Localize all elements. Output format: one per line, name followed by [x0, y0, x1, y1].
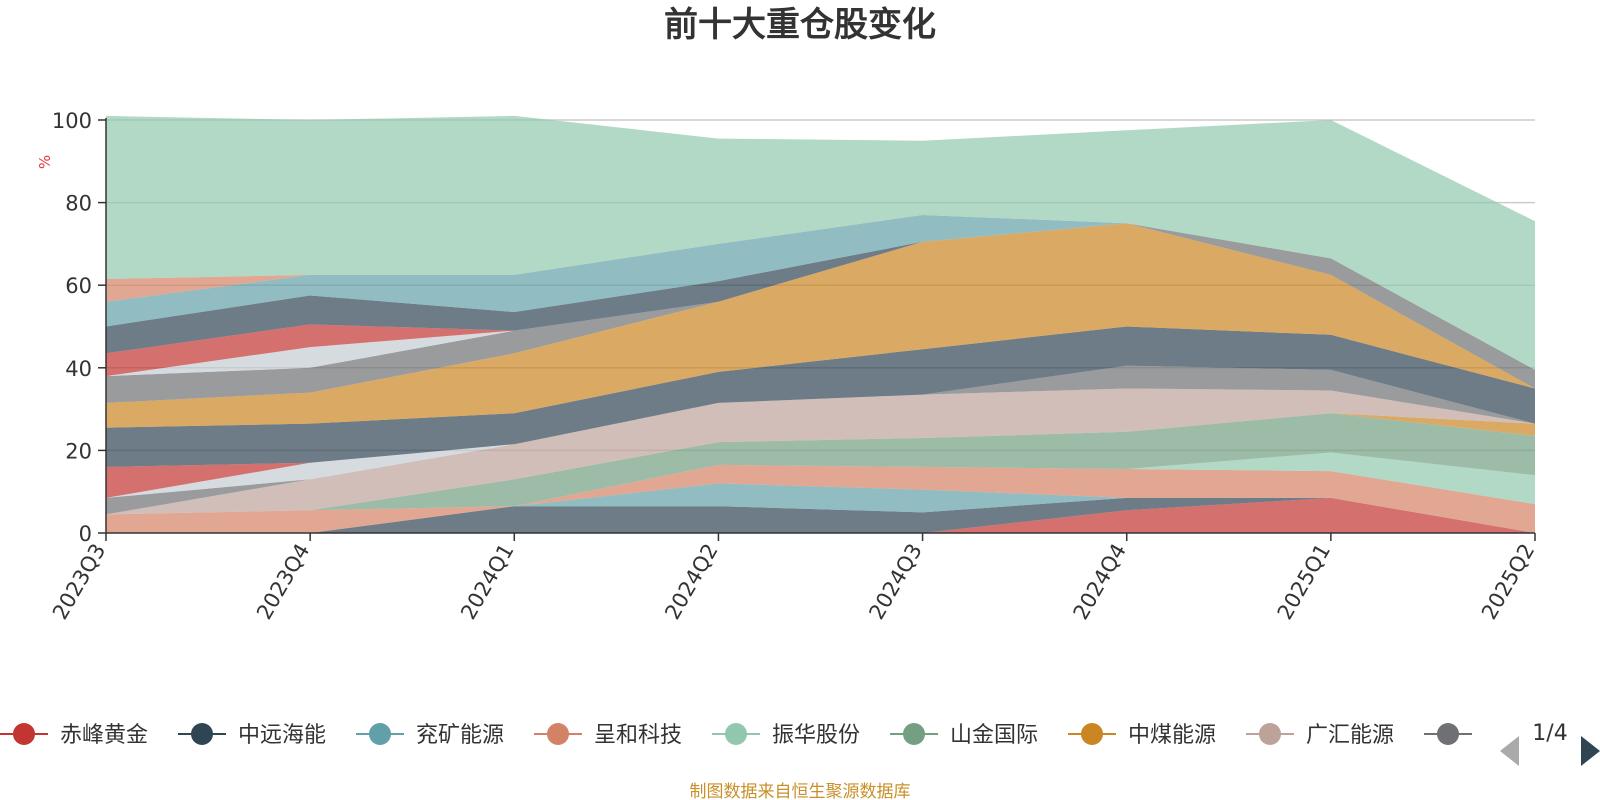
chart-title: 前十大重仓股变化 [664, 5, 936, 45]
x-tick-label: 2025Q2 [1477, 540, 1539, 624]
legend-label: 呈和科技 [594, 723, 682, 748]
x-tick-label: 2024Q3 [864, 540, 926, 624]
area-series-group [106, 115, 1535, 533]
legend-marker-icon [1437, 723, 1459, 745]
x-tick-label: 2024Q1 [456, 540, 518, 624]
legend-marker-icon [369, 723, 391, 745]
area-series-13 [106, 223, 1535, 428]
legend-label: 中远海能 [238, 723, 326, 748]
legend-item[interactable]: 中煤能源 [1068, 723, 1216, 748]
legend-item[interactable]: 赤峰黄金 [0, 723, 148, 748]
legend-item[interactable]: 振华股份 [712, 723, 860, 748]
y-axis-label: % [36, 155, 54, 169]
area-series-21 [106, 115, 1535, 370]
x-tick-label: 2024Q2 [660, 540, 722, 624]
area-series-3 [106, 483, 1535, 533]
legend-label: 广汇能源 [1306, 723, 1394, 748]
legend-item[interactable]: 中远海能 [178, 723, 326, 748]
legend-item[interactable]: 山金国际 [890, 723, 1038, 748]
legend-next-icon[interactable] [1581, 736, 1600, 766]
legend-item[interactable]: 呈和科技 [534, 723, 682, 748]
x-tick-label: 2023Q3 [48, 540, 110, 624]
legend-item[interactable]: 系列9 [1424, 723, 1542, 748]
legend-marker-icon [1081, 723, 1103, 745]
legend-marker-icon [191, 723, 213, 745]
legend-label: 赤峰黄金 [60, 723, 148, 748]
legend-marker-icon [1259, 723, 1281, 745]
y-tick-label: 0 [79, 522, 92, 546]
area-series-2 [106, 497, 1535, 533]
area-series-5 [106, 452, 1535, 515]
x-tick-label: 2023Q4 [252, 540, 314, 624]
legend: 赤峰黄金 中远海能 兖矿能源 呈和科技 振华股份 山金国际 中煤能源 广汇能源 系列9 [0, 723, 1542, 748]
area-series-10 [106, 365, 1535, 498]
data-source-note: 制图数据来自恒生聚源数据库 [690, 782, 911, 800]
area-series-12 [106, 326, 1535, 467]
y-tick-label: 60 [65, 274, 92, 298]
y-tick-label: 100 [52, 109, 92, 133]
legend-item[interactable]: 兖矿能源 [356, 723, 504, 748]
legend-marker-icon [725, 723, 747, 745]
x-tick-label: 2025Q1 [1273, 540, 1335, 624]
y-tick-label: 40 [65, 357, 92, 381]
area-series-1 [106, 497, 1535, 533]
y-tick-label: 80 [65, 192, 92, 216]
area-series-8 [106, 388, 1535, 515]
legend-label: 兖矿能源 [416, 723, 504, 748]
legend-label: 中煤能源 [1128, 723, 1216, 748]
x-tick-label: 2024Q4 [1069, 540, 1131, 624]
legend-pager: 1/4 [1500, 721, 1600, 766]
legend-label: 山金国际 [950, 723, 1038, 748]
legend-label: 振华股份 [772, 723, 860, 748]
area-series-6 [106, 413, 1535, 515]
area-series-14 [106, 223, 1535, 403]
legend-page-indicator: 1/4 [1532, 721, 1567, 746]
legend-items: 赤峰黄金 中远海能 兖矿能源 呈和科技 振华股份 山金国际 中煤能源 广汇能源 系列9 [0, 723, 1542, 748]
legend-item[interactable]: 广汇能源 [1246, 723, 1394, 748]
y-tick-label: 20 [65, 439, 92, 463]
legend-marker-icon [547, 723, 569, 745]
legend-prev-icon[interactable] [1500, 736, 1519, 766]
legend-marker-icon [903, 723, 925, 745]
area-series-17 [106, 223, 1535, 389]
area-series-4 [106, 464, 1535, 533]
area-series-18 [106, 215, 1535, 389]
legend-marker-icon [13, 723, 35, 745]
